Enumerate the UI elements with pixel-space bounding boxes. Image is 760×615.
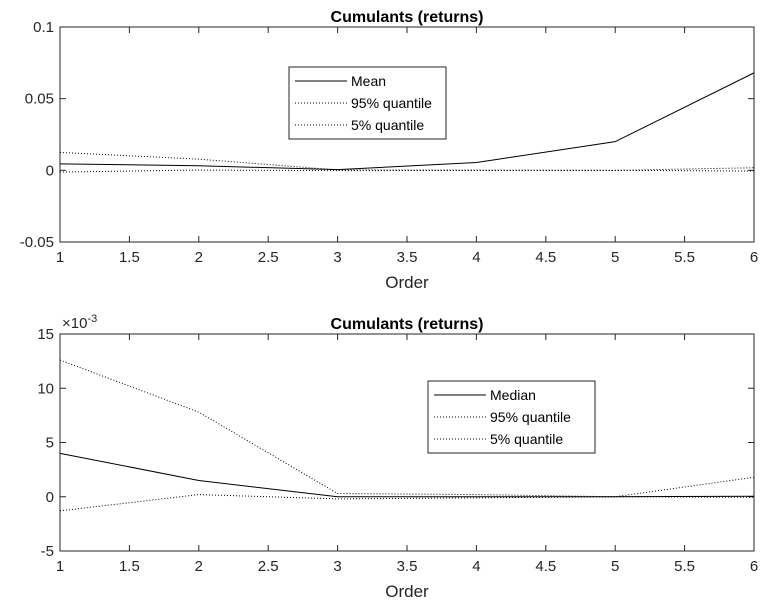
chart1-x-tick-label: 3.5 bbox=[397, 249, 418, 266]
chart2-x-tick-label: 6 bbox=[750, 558, 758, 575]
chart1-legend-label-2: 95% quantile bbox=[351, 95, 432, 111]
chart2-x-axis-label: Order bbox=[385, 582, 429, 601]
chart2-x-tick-label: 5.5 bbox=[674, 558, 695, 575]
chart2-x-tick-label: 2.5 bbox=[258, 558, 279, 575]
chart2-y-exponent-label: ×10-3 bbox=[62, 313, 97, 332]
chart1-x-tick-label: 2.5 bbox=[258, 249, 279, 266]
chart2-x-tick-label: 1 bbox=[56, 558, 64, 575]
chart2-x-tick-label: 4 bbox=[472, 558, 480, 575]
chart2-y-tick-label: 10 bbox=[37, 380, 54, 397]
chart2-title: Cumulants (returns) bbox=[331, 316, 484, 333]
chart2-x-tick-label: 5 bbox=[611, 558, 619, 575]
chart2-legend-label-1: Median bbox=[490, 387, 536, 403]
chart1-legend-label-3: 5% quantile bbox=[351, 117, 424, 133]
chart1-legend-label-1: Mean bbox=[351, 73, 386, 89]
chart1-y-tick-label: 0.1 bbox=[33, 19, 54, 36]
chart2-legend-label-2: 95% quantile bbox=[490, 409, 571, 425]
chart2-y-tick-label: 15 bbox=[37, 326, 54, 343]
chart2-y-tick-label: 5 bbox=[46, 435, 54, 452]
chart2-series-line-3 bbox=[59, 494, 755, 512]
chart2-plot-area bbox=[59, 333, 755, 552]
chart1-x-tick-label: 6 bbox=[750, 249, 758, 266]
chart2-series-line-2 bbox=[59, 359, 755, 498]
chart1-series-line-2 bbox=[59, 151, 755, 171]
chart1-x-tick-label: 5.5 bbox=[674, 249, 695, 266]
chart2-legend-label-3: 5% quantile bbox=[490, 431, 563, 447]
chart2-x-tick-label: 2 bbox=[195, 558, 203, 575]
chart1-x-tick-label: 4 bbox=[472, 249, 480, 266]
chart1-y-tick-label: 0.05 bbox=[25, 91, 54, 108]
chart2-x-tick-label: 4.5 bbox=[535, 558, 556, 575]
chart2-y-tick-label: 0 bbox=[46, 489, 54, 506]
chart1-x-tick-label: 1 bbox=[56, 249, 64, 266]
chart2-x-tick-label: 3 bbox=[333, 558, 341, 575]
chart1-legend-box bbox=[288, 66, 447, 140]
chart1-x-tick-label: 3 bbox=[333, 249, 341, 266]
chart1-y-tick-label: 0 bbox=[46, 162, 54, 179]
chart2-x-tick-label: 1.5 bbox=[119, 558, 140, 575]
chart1-y-tick-label: -0.05 bbox=[20, 234, 54, 251]
chart2-series-line-1 bbox=[59, 452, 755, 498]
chart1-x-tick-label: 1.5 bbox=[119, 249, 140, 266]
chart1-series-line-3 bbox=[59, 169, 755, 173]
chart2-x-tick-label: 3.5 bbox=[397, 558, 418, 575]
chart1-series-line-1 bbox=[59, 72, 755, 171]
chart1-x-tick-label: 4.5 bbox=[535, 249, 556, 266]
chart1-x-axis-label: Order bbox=[385, 273, 429, 292]
chart1-title: Cumulants (returns) bbox=[331, 9, 484, 26]
chart1-x-tick-label: 2 bbox=[195, 249, 203, 266]
chart1-x-tick-label: 5 bbox=[611, 249, 619, 266]
chart2-y-tick-label: -5 bbox=[41, 543, 54, 560]
